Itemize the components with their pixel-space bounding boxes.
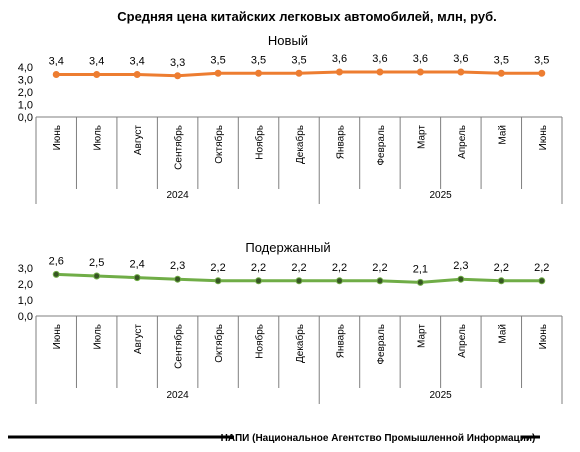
new-month-label: Июнь <box>52 125 63 150</box>
new-data-point <box>295 69 303 77</box>
used-month-label: Ноябрь <box>254 324 266 359</box>
used-month-label: Март <box>416 324 427 348</box>
new-data-label: 3,3 <box>170 57 185 69</box>
used-data-point <box>335 277 343 285</box>
used-data-label: 2,5 <box>89 257 104 269</box>
new-month-label: Апрель <box>457 125 468 159</box>
used-data-label: 2,3 <box>170 260 185 272</box>
used-month-label: Апрель <box>457 324 468 358</box>
used-data-label: 2,3 <box>453 260 468 272</box>
used-month-label: Сентябрь <box>173 324 185 369</box>
new-data-point <box>255 69 263 77</box>
new-data-label: 3,5 <box>251 54 266 66</box>
used-y-tick-label: 3,0 <box>18 263 33 275</box>
used-y-tick-label: 1,0 <box>18 295 33 307</box>
used-month-label: Июнь <box>538 324 549 349</box>
new-data-point <box>335 68 343 76</box>
new-data-label: 3,6 <box>453 53 468 65</box>
new-y-tick-label: 2,0 <box>18 87 33 99</box>
new-month-label: Январь <box>335 125 346 159</box>
new-month-label: Февраль <box>376 125 387 166</box>
used-data-label: 2,4 <box>130 259 145 271</box>
used-data-label: 2,2 <box>210 262 225 274</box>
used-month-label: Август <box>133 324 144 355</box>
new-data-label: 3,5 <box>291 54 306 66</box>
used-cars-subtitle: Подержанный <box>245 240 330 255</box>
new-month-label: Ноябрь <box>254 125 266 160</box>
new-data-point <box>174 72 182 80</box>
new-y-tick-label: 3,0 <box>18 75 33 87</box>
new-month-label: Декабрь <box>294 125 306 164</box>
new-data-point <box>457 68 465 76</box>
new-data-label: 3,6 <box>413 53 428 65</box>
source-footer: НАПИ (Национальное Агентство Промышленно… <box>8 432 540 444</box>
new-data-label: 3,5 <box>210 54 225 66</box>
used-data-point <box>255 277 263 285</box>
used-data-point <box>133 274 141 282</box>
new-y-tick-label: 4,0 <box>18 62 33 74</box>
used-data-label: 2,2 <box>372 262 387 274</box>
used-data-label: 2,2 <box>291 262 306 274</box>
new-cars-chart: Новый 0,01,02,03,04,0 Июнь Июль Август Сентя… <box>18 33 563 204</box>
new-month-label: Сентябрь <box>173 125 185 170</box>
new-data-label: 3,4 <box>89 56 104 68</box>
new-data-point <box>416 68 424 76</box>
used-month-label: Декабрь <box>294 324 306 363</box>
chart-title: Средняя цена китайских легковых автомоби… <box>117 9 497 24</box>
used-month-label: Январь <box>335 324 346 358</box>
used-year-label: 2024 <box>166 390 189 401</box>
new-data-label: 3,5 <box>534 54 549 66</box>
used-data-point <box>174 275 182 283</box>
used-data-point <box>376 277 384 285</box>
source-note: НАПИ (Национальное Агентство Промышленно… <box>221 432 536 444</box>
used-data-point <box>93 272 101 280</box>
new-cars-subtitle: Новый <box>268 33 308 48</box>
used-data-point <box>214 277 222 285</box>
new-month-label: Октябрь <box>213 125 225 164</box>
new-y-tick-label: 1,0 <box>18 100 33 112</box>
used-month-label: Июль <box>93 324 104 350</box>
new-data-point <box>133 71 141 78</box>
used-data-point <box>457 275 465 283</box>
used-month-label: Май <box>497 324 508 344</box>
used-month-label: Октябрь <box>213 324 225 363</box>
used-data-label: 2,6 <box>49 255 64 267</box>
new-data-label: 3,6 <box>332 53 347 65</box>
new-data-point <box>93 71 101 78</box>
used-data-label: 2,2 <box>332 262 347 274</box>
new-data-point <box>497 69 505 77</box>
used-data-label: 2,2 <box>494 262 509 274</box>
new-data-point <box>214 69 222 77</box>
used-data-label: 2,1 <box>413 263 428 275</box>
used-data-label: 2,2 <box>534 262 549 274</box>
new-data-label: 3,4 <box>130 56 145 68</box>
new-month-label: Март <box>416 125 427 149</box>
used-data-point <box>497 277 505 285</box>
new-data-point <box>538 69 546 77</box>
used-data-point <box>295 277 303 285</box>
new-month-label: Июль <box>93 125 104 151</box>
new-month-label: Июнь <box>538 125 549 150</box>
used-y-tick-label: 2,0 <box>18 279 33 291</box>
used-month-label: Февраль <box>376 324 387 365</box>
new-month-label: Август <box>133 125 144 156</box>
used-data-point <box>416 278 424 286</box>
new-data-label: 3,4 <box>49 56 64 68</box>
used-year-label: 2025 <box>429 390 452 401</box>
new-y-tick-label: 0,0 <box>18 112 33 124</box>
new-data-point <box>52 71 60 78</box>
used-month-label: Июнь <box>52 324 63 349</box>
used-data-label: 2,2 <box>251 262 266 274</box>
used-data-point <box>52 270 60 278</box>
used-y-tick-label: 0,0 <box>18 311 33 323</box>
used-data-point <box>538 277 546 285</box>
new-data-point <box>376 68 384 76</box>
new-year-label: 2025 <box>429 190 452 201</box>
used-cars-chart: Подержанный 0,0 1,0 2,0 3,0 Июнь Июль Август Се… <box>18 240 563 404</box>
new-data-label: 3,5 <box>494 54 509 66</box>
new-data-label: 3,6 <box>372 53 387 65</box>
new-year-label: 2024 <box>166 190 189 201</box>
new-month-label: Май <box>497 125 508 145</box>
